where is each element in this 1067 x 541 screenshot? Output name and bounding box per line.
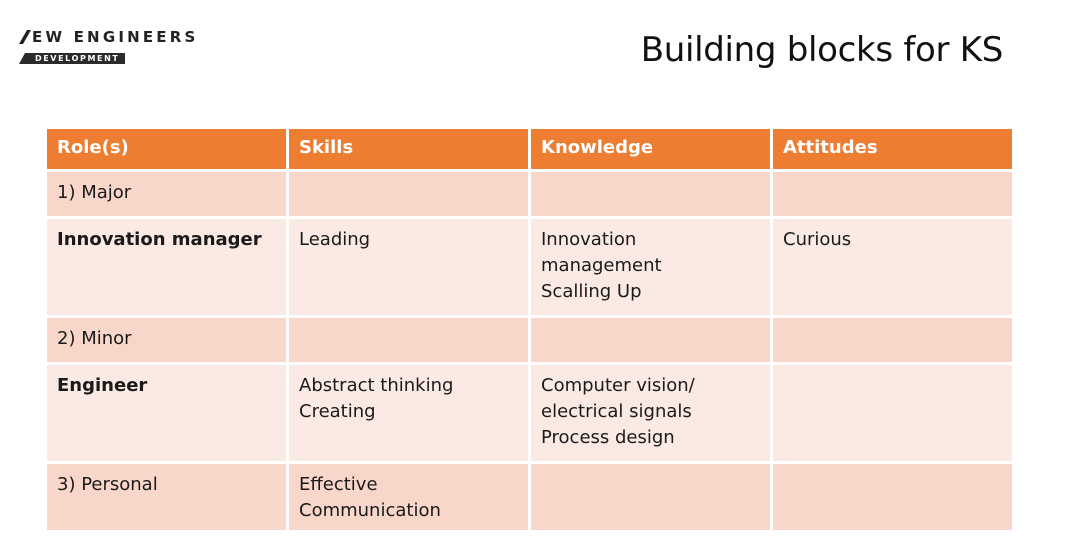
cell-attitudes (770, 362, 1015, 464)
cell-attitudes (770, 315, 1015, 365)
header-roles: Role(s) (44, 126, 289, 172)
table-row: 3) Personal Effective Communication (44, 461, 1015, 533)
cell-role: 2) Minor (44, 315, 289, 365)
skill-item: Effective (299, 474, 378, 495)
cell-role: 1) Major (44, 169, 289, 219)
cell-role: Innovation manager (44, 216, 289, 318)
cell-attitudes (770, 169, 1015, 219)
header-knowledge: Knowledge (528, 126, 773, 172)
knowledge-item: electrical signals (541, 401, 692, 422)
cell-skills: Abstract thinking Creating (286, 362, 531, 464)
skill-item: Leading (299, 229, 371, 250)
knowledge-item: Process design (541, 427, 675, 448)
cell-knowledge: Innovation management Scalling Up (528, 216, 773, 318)
table-row: Engineer Abstract thinking Creating Comp… (44, 362, 1015, 464)
table-row: 1) Major (44, 169, 1015, 219)
knowledge-item: Computer vision/ (541, 375, 695, 396)
cell-attitudes (770, 461, 1015, 533)
logo-banner: DEVELOPMENT (19, 53, 126, 64)
cell-skills (286, 315, 531, 365)
table-header-row: Role(s) Skills Knowledge Attitudes (44, 126, 1015, 172)
header-attitudes: Attitudes (770, 126, 1015, 172)
brand-logo: EW ENGINEERS DEVELOPMENT (19, 28, 234, 65)
logo-name-text: EW ENGINEERS (32, 28, 199, 46)
logo-wordmark: EW ENGINEERS (19, 28, 234, 46)
attitude-item: Curious (783, 229, 852, 250)
table-row: 2) Minor (44, 315, 1015, 365)
cell-skills (286, 169, 531, 219)
skill-item: Creating (299, 401, 376, 422)
cell-knowledge (528, 169, 773, 219)
cell-role: 3) Personal (44, 461, 289, 533)
knowledge-item: Scalling Up (541, 281, 642, 302)
cell-skills: Effective Communication (286, 461, 531, 533)
cell-knowledge (528, 461, 773, 533)
header-skills: Skills (286, 126, 531, 172)
cell-knowledge: Computer vision/ electrical signals Proc… (528, 362, 773, 464)
cell-knowledge (528, 315, 773, 365)
table-row: Innovation manager Leading Innovation ma… (44, 216, 1015, 318)
logo-slash-mark (19, 30, 31, 44)
skill-item: Abstract thinking (299, 375, 454, 396)
page-title: Building blocks for KS (640, 30, 1004, 70)
ks-table: Role(s) Skills Knowledge Attitudes 1) Ma… (44, 126, 1015, 533)
cell-role: Engineer (44, 362, 289, 464)
knowledge-item: management (541, 255, 662, 276)
cell-skills: Leading (286, 216, 531, 318)
knowledge-item: Innovation (541, 229, 637, 250)
skill-item: Communication (299, 500, 441, 521)
cell-attitudes: Curious (770, 216, 1015, 318)
